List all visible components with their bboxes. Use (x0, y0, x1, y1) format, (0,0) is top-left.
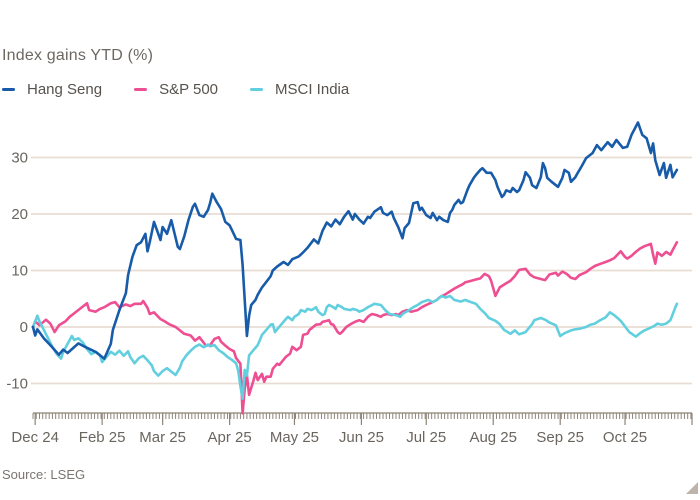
legend-item-msci-india: MSCI India (250, 81, 349, 98)
line-hang-seng (31, 121, 679, 360)
source-label: Source: LSEG (2, 467, 86, 482)
x-tick-label: Jun 25 (339, 429, 384, 446)
legend-label: S&P 500 (159, 81, 219, 98)
sp500-swatch-icon (134, 88, 148, 91)
line-msci-india (31, 294, 679, 401)
resize-handle-icon[interactable] (686, 482, 698, 494)
msci-india-swatch-icon (250, 88, 264, 91)
x-tick-label: Feb 25 (79, 429, 126, 446)
y-tick-label: 30 (11, 150, 28, 167)
legend-item-sp500: S&P 500 (134, 81, 218, 98)
x-tick-label: Dec 24 (11, 429, 59, 446)
series-lines (31, 121, 679, 415)
line-s-p-500 (31, 241, 679, 415)
x-tick-label: Jul 25 (406, 429, 446, 446)
x-tick-label: Apr 25 (208, 429, 252, 446)
legend-item-hang-seng: Hang Seng (2, 81, 102, 98)
x-tick-label: Aug 25 (469, 429, 517, 446)
y-tick-label: 0 (20, 319, 28, 336)
y-axis-labels: 30 20 10 0 -10 (6, 150, 28, 393)
y-tick-label: -10 (6, 376, 28, 393)
legend-label: Hang Seng (27, 81, 103, 98)
chart-title: Index gains YTD (%) (2, 47, 154, 64)
y-tick-label: 10 (11, 263, 28, 280)
x-tick-label: May 25 (270, 429, 319, 446)
x-tick-label: Oct 25 (603, 429, 647, 446)
x-tick-label: Sep 25 (536, 429, 584, 446)
y-tick-label: 20 (11, 206, 28, 223)
x-tick-label: Mar 25 (139, 429, 186, 446)
x-axis: Dec 24 Feb 25 Mar 25 Apr 25 May 25 Jun 25 Jul … (11, 412, 693, 446)
hang-seng-swatch-icon (2, 88, 15, 91)
legend: Hang Seng S&P 500 MSCI India (2, 81, 381, 98)
legend-label: MSCI India (275, 81, 350, 98)
